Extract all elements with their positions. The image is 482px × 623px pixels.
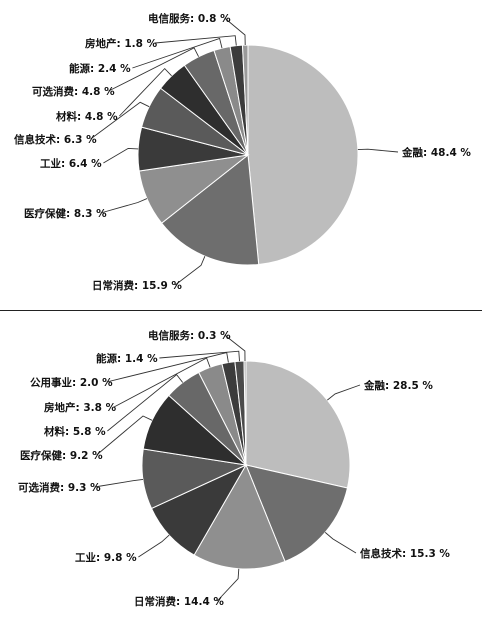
pie-top-leader-4 — [90, 101, 150, 140]
pie-bottom-slices — [141, 360, 351, 570]
pie-chart-top: 金融: 48.4 % 日常消费: 15.9 % 医疗保健: 8.3 % 工业: 6.4… — [0, 0, 482, 310]
pie-bottom-leader-7 — [113, 357, 211, 408]
pie-top-label-3: 工业: 6.4 % — [40, 157, 102, 170]
pie-top-leader-3 — [103, 147, 139, 164]
pie-bottom-label-7: 房地产: 3.8 % — [44, 401, 117, 414]
pie-top-slice-9 — [241, 44, 249, 156]
pie-bottom-label-9: 能源: 1.4 % — [96, 352, 158, 365]
pie-bottom-leader-1 — [324, 532, 357, 554]
pie-top-leader-8 — [154, 35, 237, 46]
pie-top-label-0: 金融: 48.4 % — [401, 146, 471, 159]
pie-bottom-label-4: 可选消费: 9.3 % — [18, 481, 101, 494]
pie-bottom-leader-10 — [224, 334, 246, 362]
pie-top-label-4: 信息技术: 6.3 % — [14, 133, 97, 146]
pie-bottom-label-8: 公用事业: 2.0 % — [30, 376, 113, 389]
pie-top-labels: 金融: 48.4 % 日常消费: 15.9 % 医疗保健: 8.3 % 工业: 6.4… — [14, 12, 471, 292]
pie-chart-bottom-svg: 金融: 28.5 % 信息技术: 15.3 % 日常消费: 14.4 % 工业: 9.… — [18, 329, 450, 608]
pie-bottom-labels: 金融: 28.5 % 信息技术: 15.3 % 日常消费: 14.4 % 工业: 9.… — [18, 329, 450, 608]
pie-top-slices — [137, 44, 359, 266]
pie-top-label-8: 房地产: 1.8 % — [85, 37, 158, 50]
pie-bottom-label-10: 电信服务: 0.3 % — [148, 329, 231, 342]
pie-top-slice-0 — [247, 44, 359, 266]
pie-top-slice-1 — [160, 154, 260, 266]
pie-bottom-label-0: 金融: 28.5 % — [363, 379, 433, 392]
pie-bottom-label-6: 材料: 5.8 % — [43, 425, 106, 438]
pie-top-label-1: 日常消费: 15.9 % — [92, 279, 182, 292]
pie-top-leader-1 — [174, 256, 206, 286]
pie-bottom-label-2: 日常消费: 14.4 % — [134, 595, 224, 608]
pie-top-label-7: 能源: 2.4 % — [69, 62, 131, 75]
pie-top-leader-2 — [100, 198, 148, 214]
pie-chart-bottom: 金融: 28.5 % 信息技术: 15.3 % 日常消费: 14.4 % 工业: 9.… — [0, 313, 482, 623]
pie-bottom-label-5: 医疗保健: 9.2 % — [20, 449, 103, 462]
pie-bottom-leader-3 — [138, 534, 170, 558]
pie-top-label-6: 可选消费: 4.8 % — [32, 85, 115, 98]
pie-top-leader-5 — [119, 67, 172, 117]
pie-bottom-leader-6 — [107, 373, 184, 432]
pie-top-leader-9 — [224, 17, 246, 46]
pie-bottom-leader-5 — [96, 415, 153, 456]
pie-bottom-label-1: 信息技术: 15.3 % — [360, 547, 450, 560]
pie-bottom-slice-2 — [193, 463, 286, 570]
pie-top-leader-lines — [90, 17, 399, 286]
pie-top-label-2: 医疗保健: 8.3 % — [24, 207, 107, 220]
pie-top-leader-7 — [132, 37, 223, 69]
pie-bottom-slice-1 — [245, 464, 349, 563]
pie-bottom-label-3: 工业: 9.8 % — [75, 551, 137, 564]
pie-bottom-leader-2 — [216, 568, 240, 602]
pie-bottom-slice-0 — [245, 360, 351, 489]
pie-bottom-leader-lines — [94, 334, 361, 602]
pie-bottom-leader-9 — [159, 350, 240, 362]
pie-chart-top-svg: 金融: 48.4 % 日常消费: 15.9 % 医疗保健: 8.3 % 工业: 6.4… — [14, 12, 471, 292]
pie-top-label-5: 材料: 4.8 % — [55, 110, 118, 123]
pie-bottom-leader-0 — [327, 384, 361, 401]
pie-top-leader-6 — [108, 47, 200, 92]
pie-top-label-9: 电信服务: 0.8 % — [148, 12, 231, 25]
pie-top-leader-0 — [357, 148, 399, 153]
panel-divider — [0, 310, 482, 311]
pie-bottom-slice-10 — [243, 360, 247, 466]
pie-bottom-leader-4 — [94, 478, 144, 488]
